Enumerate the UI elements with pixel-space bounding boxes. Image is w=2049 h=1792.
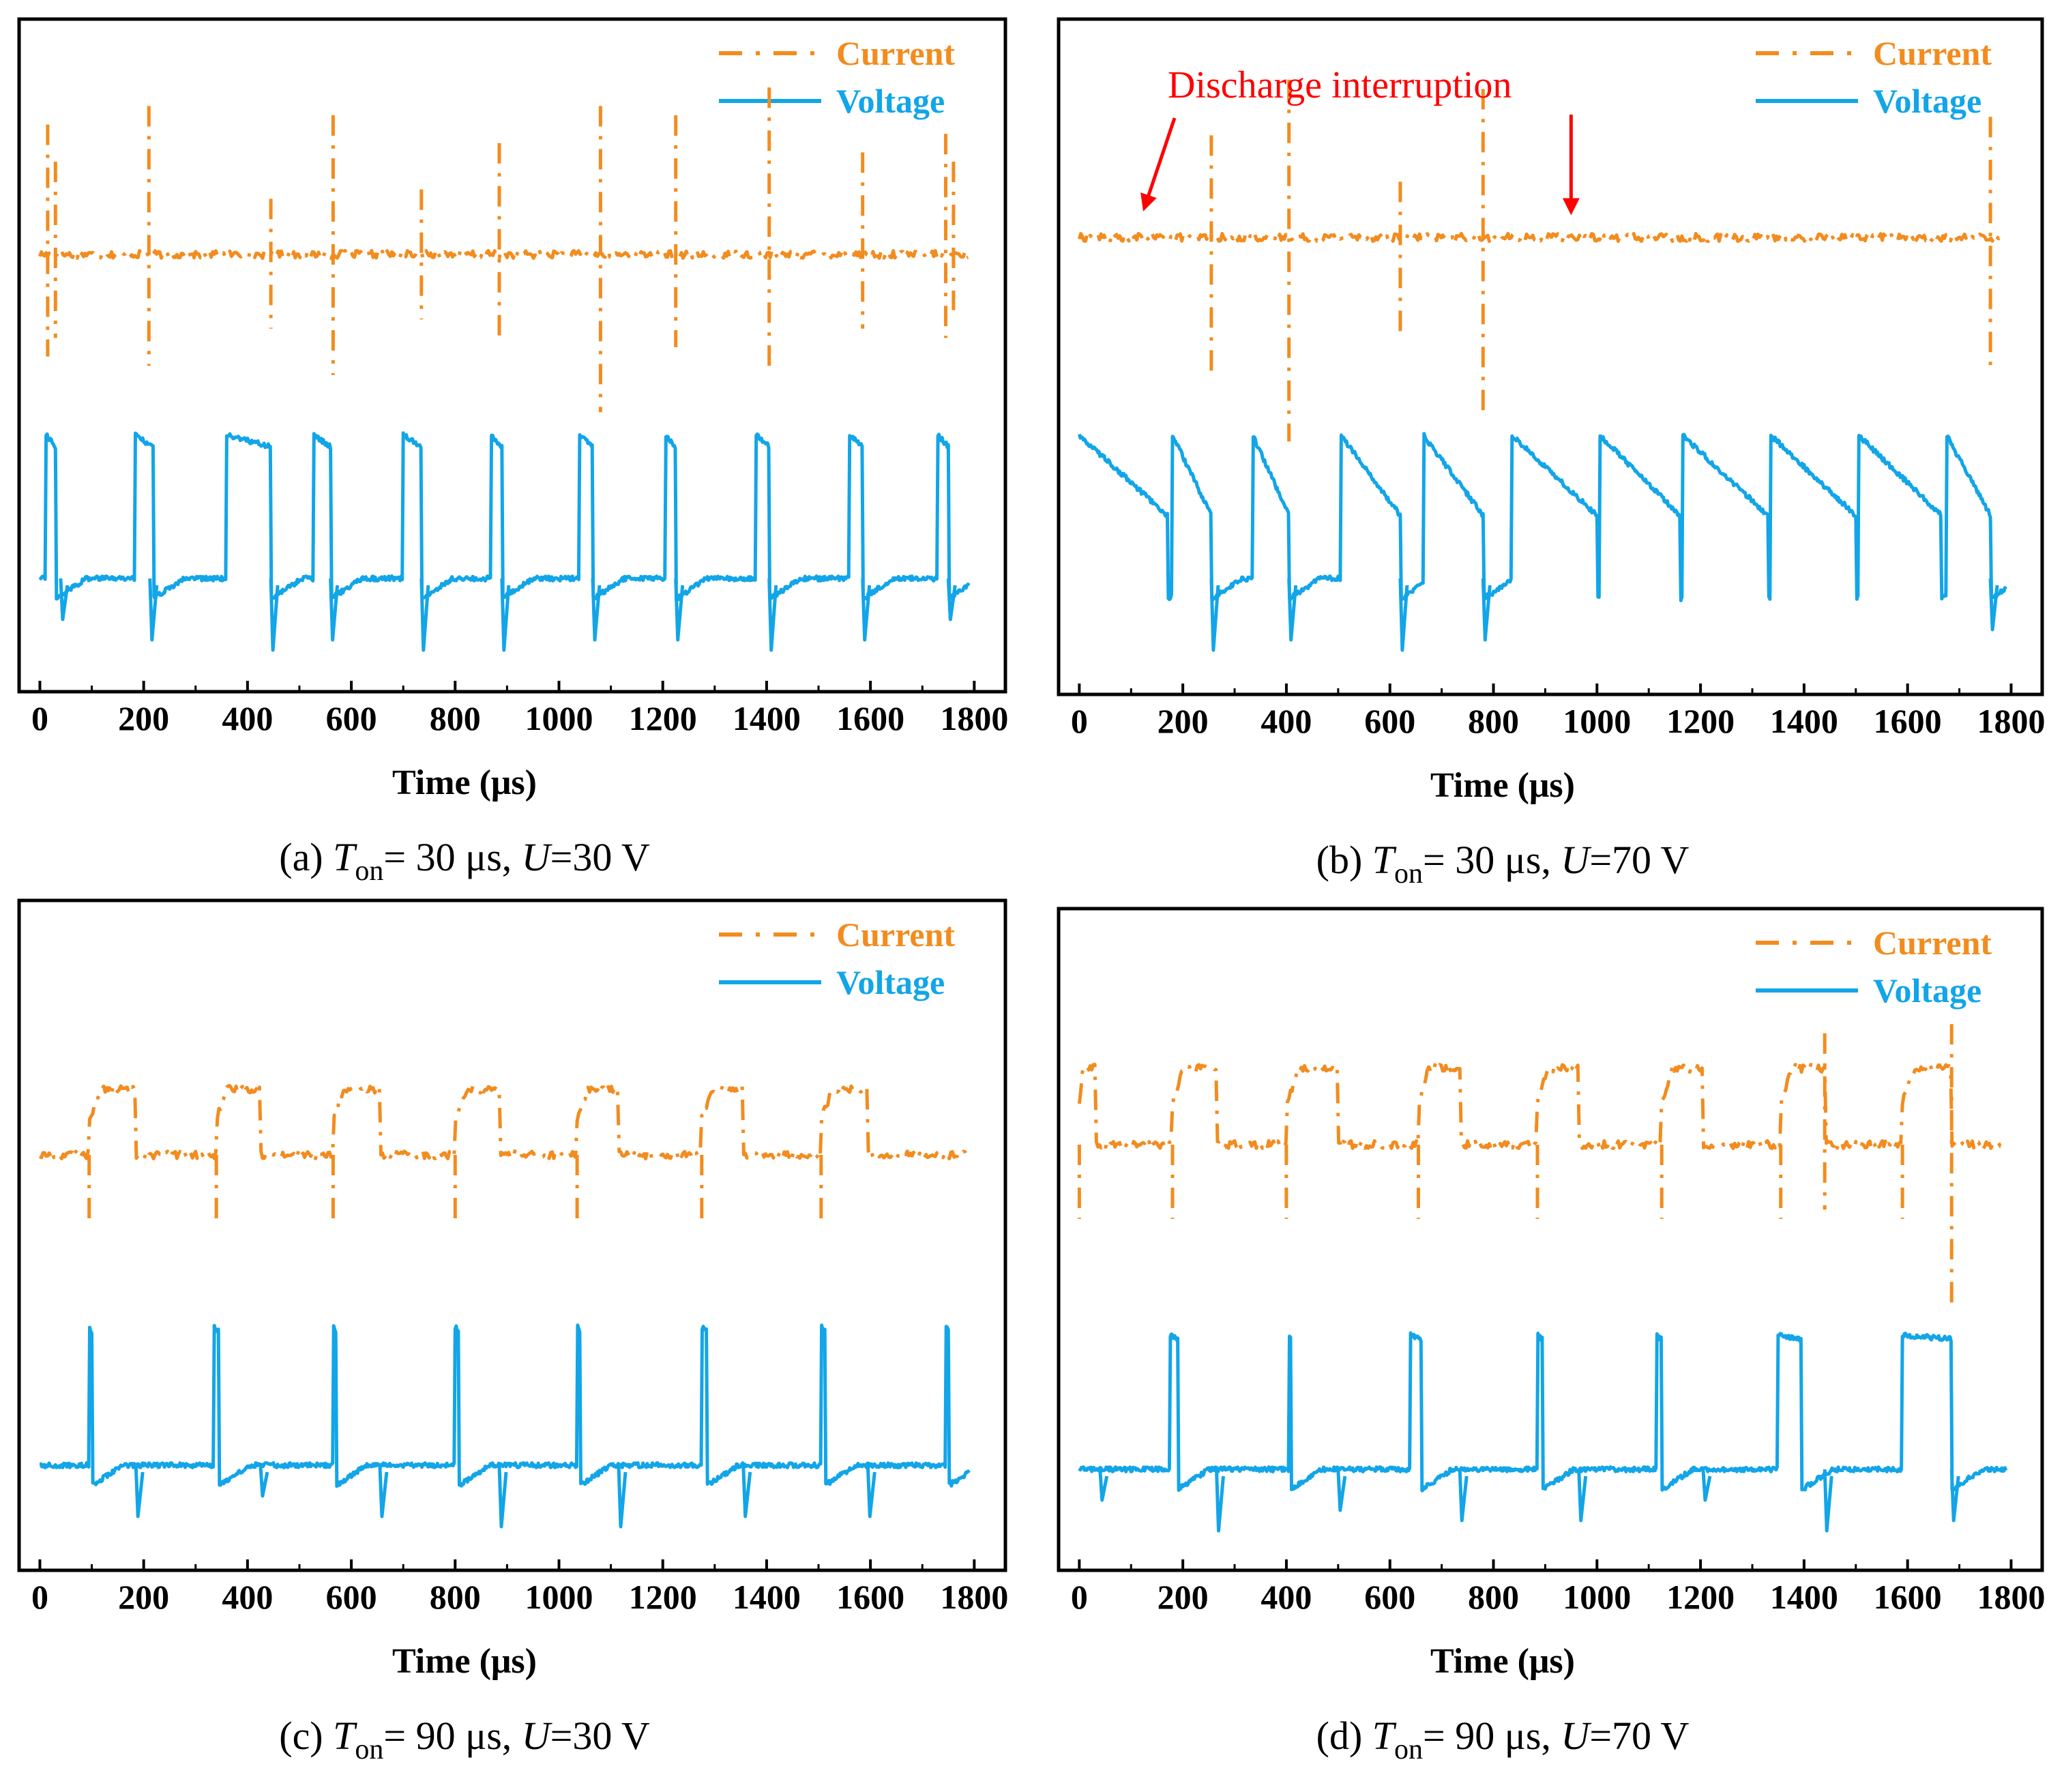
x-tick-label: 1800 xyxy=(940,699,1008,737)
x-tick-label: 0 xyxy=(1071,702,1088,740)
legend-voltage-label: Voltage xyxy=(836,82,945,120)
x-axis-title: Time (μs) xyxy=(392,1642,537,1681)
panel-caption: (a) Ton= 30 μs, U=30 V xyxy=(279,835,650,887)
x-axis-title: Time (μs) xyxy=(1430,766,1575,805)
annotation-arrow-left xyxy=(1140,117,1177,211)
panel-d: 0 200 400 600 800 1000 1200 1400 1600 1800 Time (μ… xyxy=(1057,907,2045,1765)
x-tick-label: 800 xyxy=(1468,1578,1519,1616)
x-tick-label: 1400 xyxy=(733,1578,801,1616)
x-tick-label: 1600 xyxy=(836,1578,904,1616)
x-tick-label: 1200 xyxy=(1666,702,1735,740)
voltage-series-line xyxy=(1077,432,2007,652)
x-tick-label: 1000 xyxy=(525,1578,593,1616)
x-tick-label: 1600 xyxy=(836,699,904,737)
x-tick-label: 400 xyxy=(1261,702,1312,740)
x-tick-label: 600 xyxy=(326,699,377,737)
current-series-line xyxy=(38,1084,969,1220)
x-axis-title: Time (μs) xyxy=(392,763,537,802)
x-tick-label: 1400 xyxy=(733,699,801,737)
x-tick-label: 800 xyxy=(430,1578,481,1616)
x-tick-label: 1600 xyxy=(1874,1578,1942,1616)
x-tick-label: 800 xyxy=(1468,702,1519,740)
panel-caption: (d) Ton= 90 μs, U=70 V xyxy=(1316,1714,1690,1765)
x-tick-label: 1200 xyxy=(629,699,697,737)
x-tick-label: 200 xyxy=(1158,702,1209,740)
legend-current-label: Current xyxy=(836,915,955,954)
voltage-series-line xyxy=(38,431,971,652)
panel-a: 0 200 400 600 800 1000 1200 1400 1600 1800 Time (μ… xyxy=(17,17,1008,887)
legend-current-label: Current xyxy=(1873,924,1992,962)
x-tick-label: 0 xyxy=(31,699,48,737)
x-tick-label: 0 xyxy=(1071,1578,1088,1616)
x-tick-label: 1800 xyxy=(940,1578,1008,1616)
panel-caption: (c) Ton= 90 μs, U=30 V xyxy=(279,1714,650,1765)
x-tick-label: 800 xyxy=(430,699,481,737)
x-tick-label: 200 xyxy=(118,1578,169,1616)
x-tick-label: 1400 xyxy=(1770,702,1838,740)
x-tick-label: 400 xyxy=(1261,1578,1312,1616)
voltage-series-line xyxy=(1078,1331,2008,1533)
panel-caption: (b) Ton= 30 μs, U=70 V xyxy=(1316,838,1690,890)
x-tick-label: 0 xyxy=(31,1578,48,1616)
x-tick-label: 1800 xyxy=(1977,1578,2045,1616)
x-tick-label: 400 xyxy=(222,1578,273,1616)
x-tick-label: 1800 xyxy=(1977,702,2045,740)
current-series-line xyxy=(1077,79,2006,442)
x-tick-label: 600 xyxy=(1364,702,1415,740)
x-axis-title: Time (μs) xyxy=(1430,1642,1575,1681)
plot-frame xyxy=(1057,17,2044,696)
plot-frame xyxy=(17,898,1007,1572)
current-series-line xyxy=(1077,1024,2006,1303)
x-tick-label: 600 xyxy=(1364,1578,1415,1616)
plot-frame xyxy=(17,17,1007,694)
legend-current-label: Current xyxy=(836,34,955,72)
legend-voltage-label: Voltage xyxy=(1873,971,1981,1010)
x-tick-label: 1200 xyxy=(629,1578,697,1616)
x-tick-label: 1600 xyxy=(1874,702,1942,740)
x-tick-label: 1000 xyxy=(1563,1578,1631,1616)
x-tick-label: 1000 xyxy=(525,699,593,737)
x-tick-label: 400 xyxy=(222,699,273,737)
legend-current-label: Current xyxy=(1873,34,1992,72)
voltage-series-line xyxy=(39,1323,971,1529)
x-tick-label: 1400 xyxy=(1770,1578,1838,1616)
x-tick-label: 600 xyxy=(326,1578,377,1616)
annotation-label: Discharge interruption xyxy=(1168,64,1512,106)
x-tick-label: 1000 xyxy=(1563,702,1631,740)
panel-c: 0 200 400 600 800 1000 1200 1400 1600 1800 Time (μ… xyxy=(17,898,1008,1765)
plot-frame xyxy=(1057,907,2044,1572)
legend-voltage-label: Voltage xyxy=(836,963,945,1001)
legend-voltage-label: Voltage xyxy=(1873,82,1981,120)
x-tick-label: 200 xyxy=(1158,1578,1209,1616)
panel-b: 0 200 400 600 800 1000 1200 1400 1600 1800 Time (μ… xyxy=(1057,17,2045,890)
x-tick-label: 200 xyxy=(118,699,169,737)
x-tick-label: 1200 xyxy=(1666,1578,1735,1616)
current-series-line xyxy=(38,87,969,413)
